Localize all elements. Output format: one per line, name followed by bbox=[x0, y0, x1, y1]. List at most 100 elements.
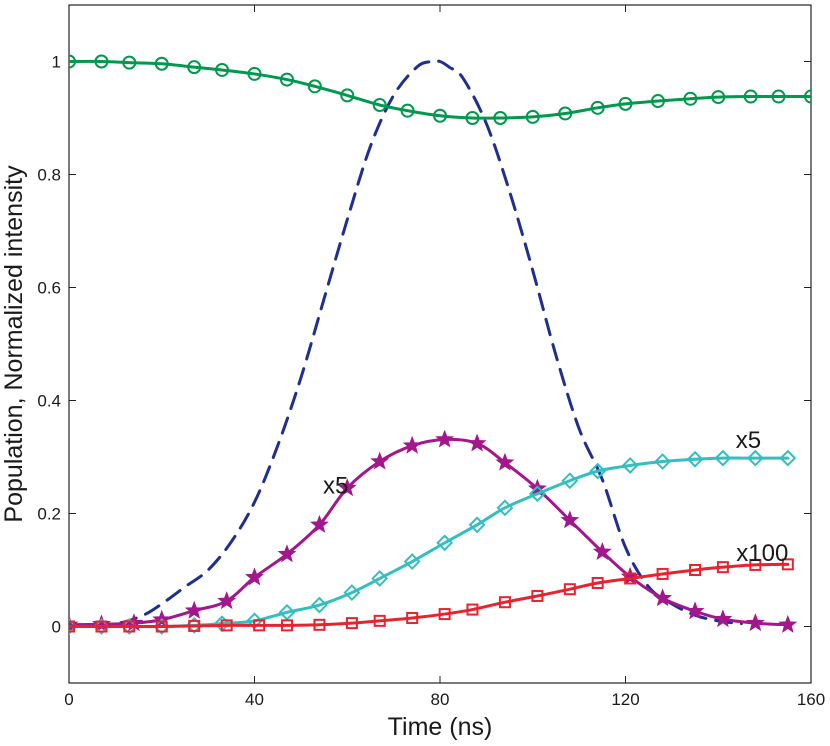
data-point bbox=[279, 72, 294, 87]
data-point bbox=[495, 452, 515, 471]
data-point bbox=[403, 553, 421, 570]
data-point bbox=[685, 601, 705, 620]
data-point bbox=[187, 60, 202, 75]
data-point bbox=[683, 91, 698, 106]
data-point bbox=[493, 111, 508, 125]
data-point bbox=[624, 572, 637, 585]
data-point bbox=[343, 584, 361, 602]
data-point bbox=[711, 90, 726, 105]
series-excited-x5 bbox=[69, 429, 798, 633]
data-point bbox=[95, 620, 108, 633]
data-point bbox=[217, 591, 237, 610]
data-point bbox=[220, 619, 233, 632]
data-point bbox=[337, 478, 357, 497]
data-point bbox=[563, 583, 576, 596]
x-tick-label: 80 bbox=[431, 690, 450, 709]
y-axis-label: Population, Normalized intensity bbox=[0, 165, 28, 523]
y-tick-label: 0.8 bbox=[37, 166, 61, 185]
data-point bbox=[406, 612, 419, 625]
series-pulse bbox=[69, 59, 743, 628]
data-point bbox=[620, 566, 640, 585]
data-point bbox=[745, 613, 765, 632]
data-point bbox=[122, 55, 137, 70]
data-point bbox=[345, 617, 358, 630]
data-point bbox=[653, 588, 673, 607]
data-point bbox=[280, 619, 293, 632]
data-point bbox=[188, 619, 201, 632]
data-point bbox=[689, 564, 702, 576]
data-point bbox=[749, 558, 762, 571]
annotation-label: x5 bbox=[323, 472, 348, 499]
data-point bbox=[714, 449, 732, 467]
data-point bbox=[69, 620, 75, 633]
y-tick-label: 0 bbox=[52, 618, 61, 637]
data-point bbox=[592, 542, 612, 560]
data-point bbox=[743, 89, 758, 104]
x-tick-label: 120 bbox=[611, 690, 639, 709]
data-point bbox=[528, 485, 546, 503]
data-point bbox=[247, 66, 262, 81]
data-point bbox=[372, 98, 387, 113]
data-point bbox=[561, 472, 579, 490]
data-point bbox=[245, 567, 264, 586]
data-point bbox=[496, 499, 514, 517]
data-point bbox=[804, 89, 811, 104]
data-point bbox=[155, 620, 168, 633]
ticks-layer: 0 40 80 120 160 0 0.2 0.4 0.6 0.8 1 bbox=[37, 5, 825, 709]
data-point bbox=[215, 62, 230, 77]
data-point bbox=[589, 462, 607, 480]
data-point bbox=[713, 609, 733, 628]
data-point bbox=[436, 534, 454, 552]
data-point bbox=[307, 79, 322, 94]
data-point bbox=[184, 600, 204, 619]
data-point bbox=[525, 109, 540, 124]
data-point bbox=[402, 435, 422, 454]
data-point bbox=[370, 451, 390, 470]
y-tick-label: 1 bbox=[52, 53, 61, 72]
x-tick-label: 0 bbox=[64, 690, 73, 709]
series-layer bbox=[69, 54, 811, 635]
data-point bbox=[778, 614, 798, 633]
data-point bbox=[621, 457, 639, 474]
data-point bbox=[781, 558, 794, 571]
data-point bbox=[468, 516, 486, 534]
data-point bbox=[590, 100, 605, 115]
y-tick-label: 0.4 bbox=[37, 392, 61, 411]
data-point bbox=[779, 449, 797, 467]
data-point bbox=[560, 510, 580, 529]
series-line-x100 bbox=[69, 562, 790, 629]
data-point bbox=[94, 54, 109, 69]
data-point bbox=[400, 103, 415, 118]
data-point bbox=[154, 56, 169, 71]
x-axis-label: Time (ns) bbox=[388, 713, 493, 741]
data-point bbox=[466, 603, 479, 616]
data-point bbox=[311, 596, 328, 614]
data-point bbox=[371, 570, 389, 587]
data-point bbox=[433, 108, 447, 123]
data-point bbox=[465, 111, 480, 125]
data-point bbox=[69, 54, 76, 69]
data-point bbox=[746, 449, 764, 467]
series-line-pulse bbox=[69, 59, 743, 628]
y-tick-label: 0.6 bbox=[37, 279, 61, 298]
data-point bbox=[467, 433, 487, 452]
y-tick-label: 0.2 bbox=[37, 505, 61, 524]
data-point bbox=[558, 106, 573, 121]
data-point bbox=[313, 618, 326, 631]
data-point bbox=[686, 450, 704, 468]
data-point bbox=[309, 514, 329, 533]
series-x100 bbox=[69, 558, 794, 633]
data-point bbox=[438, 608, 451, 621]
data-point bbox=[531, 589, 544, 602]
data-point bbox=[373, 614, 386, 627]
data-point bbox=[716, 561, 729, 574]
x-tick-label: 160 bbox=[797, 690, 825, 709]
data-point bbox=[591, 576, 604, 589]
data-point bbox=[123, 620, 136, 633]
data-point bbox=[656, 567, 669, 580]
data-point bbox=[618, 96, 633, 111]
data-point bbox=[277, 544, 297, 563]
x-tick-label: 40 bbox=[245, 690, 264, 709]
